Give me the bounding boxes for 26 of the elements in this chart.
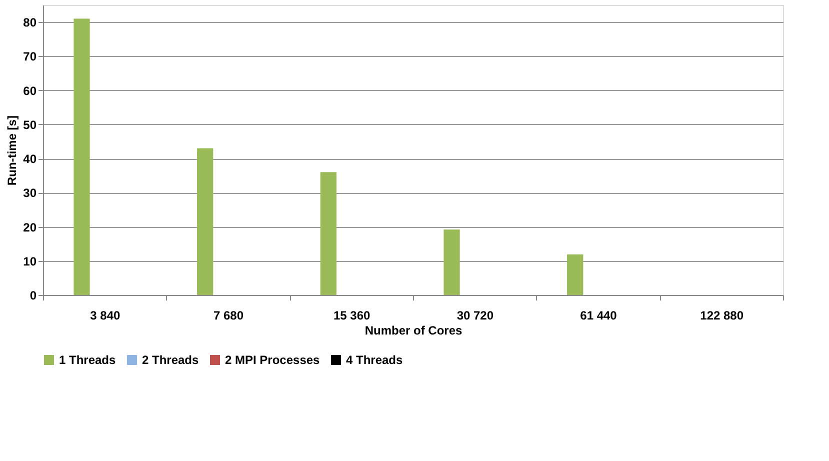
y-tick-label: 30: [23, 186, 37, 200]
legend-label: 2 Threads: [142, 353, 200, 367]
y-tick-label: 80: [23, 16, 37, 30]
x-tick-label: 61 440: [580, 308, 618, 322]
x-tick-label: 15 360: [333, 308, 371, 322]
bar: [567, 254, 584, 295]
legend-label: 1 Threads: [59, 353, 116, 367]
x-axis-title: Number of Cores: [364, 324, 462, 338]
y-tick-label: 60: [23, 84, 37, 98]
bar: [444, 229, 460, 295]
y-tick-label: 10: [23, 254, 37, 268]
y-tick-label: 0: [30, 288, 37, 302]
bar: [197, 148, 214, 295]
y-tick-label: 50: [23, 118, 37, 132]
x-tick-label: 122 880: [700, 308, 744, 322]
y-tick-label: 20: [23, 220, 37, 234]
legend-label: 4 Threads: [346, 353, 404, 367]
y-tick-label: 70: [23, 50, 37, 64]
x-tick-label: 30 720: [456, 308, 494, 322]
bar: [320, 172, 337, 295]
bar: [74, 18, 90, 295]
y-tick-label: 40: [23, 152, 37, 166]
x-tick-label: 7 680: [213, 308, 244, 322]
x-tick-label: 3 840: [90, 308, 121, 322]
legend-label: 2 MPI Processes: [225, 353, 320, 367]
y-axis-title: Run-time [s]: [5, 116, 20, 186]
